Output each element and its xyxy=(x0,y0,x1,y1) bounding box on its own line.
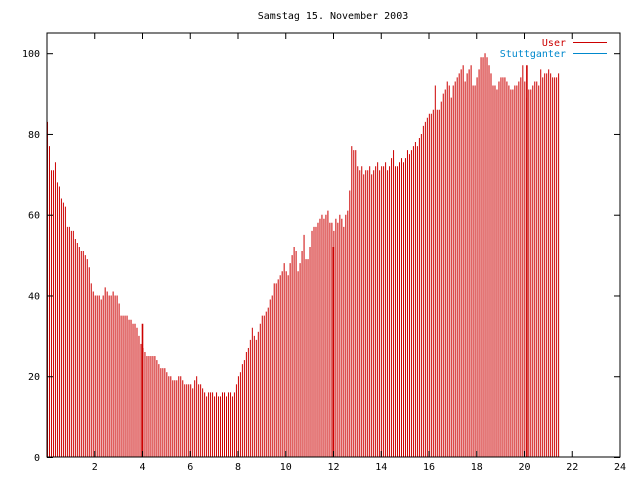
y-tick-label: 0 xyxy=(34,453,40,464)
x-tick-label: 20 xyxy=(518,462,530,473)
y-tick-label: 80 xyxy=(28,130,40,141)
y-tick-label: 100 xyxy=(22,49,40,60)
x-tick-label: 4 xyxy=(139,462,145,473)
x-tick-label: 18 xyxy=(471,462,483,473)
x-tick-label: 12 xyxy=(327,462,339,473)
x-tick-label: 24 xyxy=(614,462,626,473)
legend-label-user: User xyxy=(542,38,566,49)
x-tick-label: 8 xyxy=(235,462,241,473)
y-tick-label: 20 xyxy=(28,372,40,383)
bar-series-group xyxy=(47,53,560,457)
chart-title: Samstag 15. November 2003 xyxy=(258,11,409,22)
x-tick-label: 6 xyxy=(187,462,193,473)
x-tick-label: 2 xyxy=(92,462,98,473)
y-tick-label: 40 xyxy=(28,291,40,302)
y-tick-label: 60 xyxy=(28,211,40,222)
x-tick-label: 14 xyxy=(375,462,387,473)
x-tick-label: 16 xyxy=(423,462,435,473)
x-tick-label: 10 xyxy=(280,462,292,473)
x-tick-label: 22 xyxy=(566,462,578,473)
legend-label-stuttganter: Stuttganter xyxy=(500,49,566,60)
